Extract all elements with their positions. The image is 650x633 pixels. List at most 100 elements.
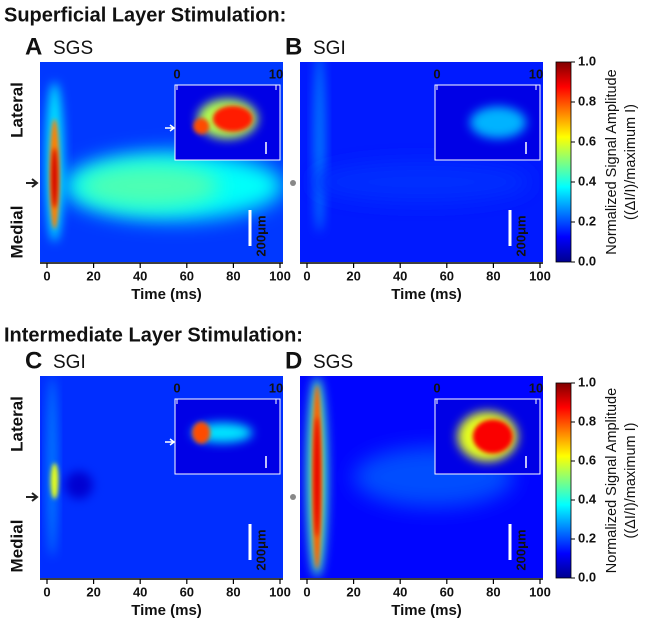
x-tick-label: 80 [486,584,500,599]
x-tick-label: 20 [346,268,360,283]
heat-blob [64,471,93,500]
inset [175,85,280,160]
colorbar-label: ((ΔI/I)/maximum I) [623,422,639,538]
x-tick-label: 40 [393,268,407,283]
x-tick-label: 100 [269,268,291,283]
section-title: Superficial Layer Stimulation: [4,4,286,26]
colorbar [555,61,572,263]
x-tick-label: 80 [486,268,500,283]
inset-blob [212,105,253,132]
panel-letter: D [285,347,302,374]
x-tick-label: 60 [180,584,194,599]
heat-blob [314,417,321,537]
colorbar-tick-label: 0.4 [578,173,597,188]
x-tick-label: 60 [180,268,194,283]
panel: 0 20 40 60 80 100 Time (ms) D SGS 0 10 200μm 0.0 0.2 0… [285,347,639,619]
panel-letter: C [25,347,42,374]
y-label: Medial [7,520,26,573]
inset-tick-label: 10 [529,380,543,395]
x-tick-label: 0 [303,268,310,283]
x-tick-label: 80 [226,584,240,599]
x-tick-label: 40 [133,584,147,599]
inset-blob [470,106,526,139]
y-label: Lateral [7,82,26,138]
colorbar-tick-label: 0.4 [578,491,597,506]
colorbar-tick-label: 0.8 [578,413,596,428]
inset-tick-label: 10 [269,66,283,81]
colorbar-label: Normalized Signal Amplitude [604,69,620,254]
x-tick-label: 100 [529,584,551,599]
x-tick-label: 40 [393,584,407,599]
arrow [26,178,39,188]
panel-title: SGI [313,38,346,59]
x-axis-label: Time (ms) [391,286,462,303]
inset-frame [174,398,281,475]
inset-blob [472,419,513,454]
x-tick-label: 20 [346,584,360,599]
inset-arrow [165,124,176,132]
colorbar-tick-label: 0.2 [578,530,596,545]
colorbar-tick-label: 0.6 [578,133,596,148]
scalebar-label: 200μm [513,529,528,570]
panel-title: SGS [313,352,353,373]
colorbar-tick-label: 0.6 [578,452,596,467]
y-label: Lateral [7,396,26,452]
inset-arrow [165,438,176,446]
x-tick-label: 20 [86,268,100,283]
colorbar-tick-label: 1.0 [578,374,596,389]
x-tick-label: 20 [86,584,100,599]
heat-blob [313,62,326,232]
inset-frame [174,84,281,161]
inset [435,85,540,160]
inset-tick-label: 0 [433,380,440,395]
panel-letter: B [285,33,302,60]
inset-blob [192,421,211,444]
heat-blob [50,463,59,500]
scalebar-label: 200μm [513,215,528,256]
panel: 0 20 40 60 80 100 Time (ms) C SGI Lateral Medial 0 1… [7,347,290,619]
section-title: Intermediate Layer Stimulation: [4,324,303,346]
inset-tick-label: 0 [173,66,180,81]
inset-tick-label: 0 [173,380,180,395]
x-tick-label: 60 [440,268,454,283]
x-tick-label: 0 [303,584,310,599]
colorbar [555,382,572,579]
inset-tick-label: 10 [269,380,283,395]
x-axis-label: Time (ms) [391,602,462,619]
inset-tick-label: 10 [529,66,543,81]
colorbar-tick-label: 1.0 [578,53,596,68]
inset [435,399,540,474]
panel-title: SGI [53,352,86,373]
heat-blob [79,164,220,208]
colorbar-tick-label: 0.8 [578,93,596,108]
scalebar-label: 200μm [253,529,268,570]
colorbar-label: Normalized Signal Amplitude [604,388,620,573]
panel: 0 20 40 60 80 100 Time (ms) A SGS Lateral Medial 0 1… [7,33,290,303]
colorbar-tick-label: 0.0 [578,569,596,584]
marker-dot [290,494,296,500]
x-tick-label: 100 [529,268,551,283]
colorbar-label: ((ΔI/I)/maximum I) [623,104,639,220]
inset-blob [193,118,210,135]
panel-title: SGS [53,38,93,59]
panel: 0 20 40 60 80 100 Time (ms) B SGI 0 10 200μm 0.0 0.2 0… [285,33,639,303]
colorbar-tick-label: 0.0 [578,253,596,268]
inset-tick-label: 0 [433,66,440,81]
x-axis-label: Time (ms) [131,286,202,303]
inset [175,399,280,474]
arrow [26,492,39,502]
inset-frame [434,398,541,475]
heat-blob [311,162,532,202]
marker-dot [290,180,296,186]
x-tick-label: 60 [440,584,454,599]
scalebar-label: 200μm [253,215,268,256]
x-tick-label: 80 [226,268,240,283]
x-tick-label: 0 [43,268,50,283]
x-tick-label: 100 [269,584,291,599]
x-tick-label: 40 [133,268,147,283]
inset-frame [434,84,541,161]
colorbar-tick-label: 0.2 [578,213,596,228]
heat-blob [51,148,58,208]
y-label: Medial [7,206,26,259]
